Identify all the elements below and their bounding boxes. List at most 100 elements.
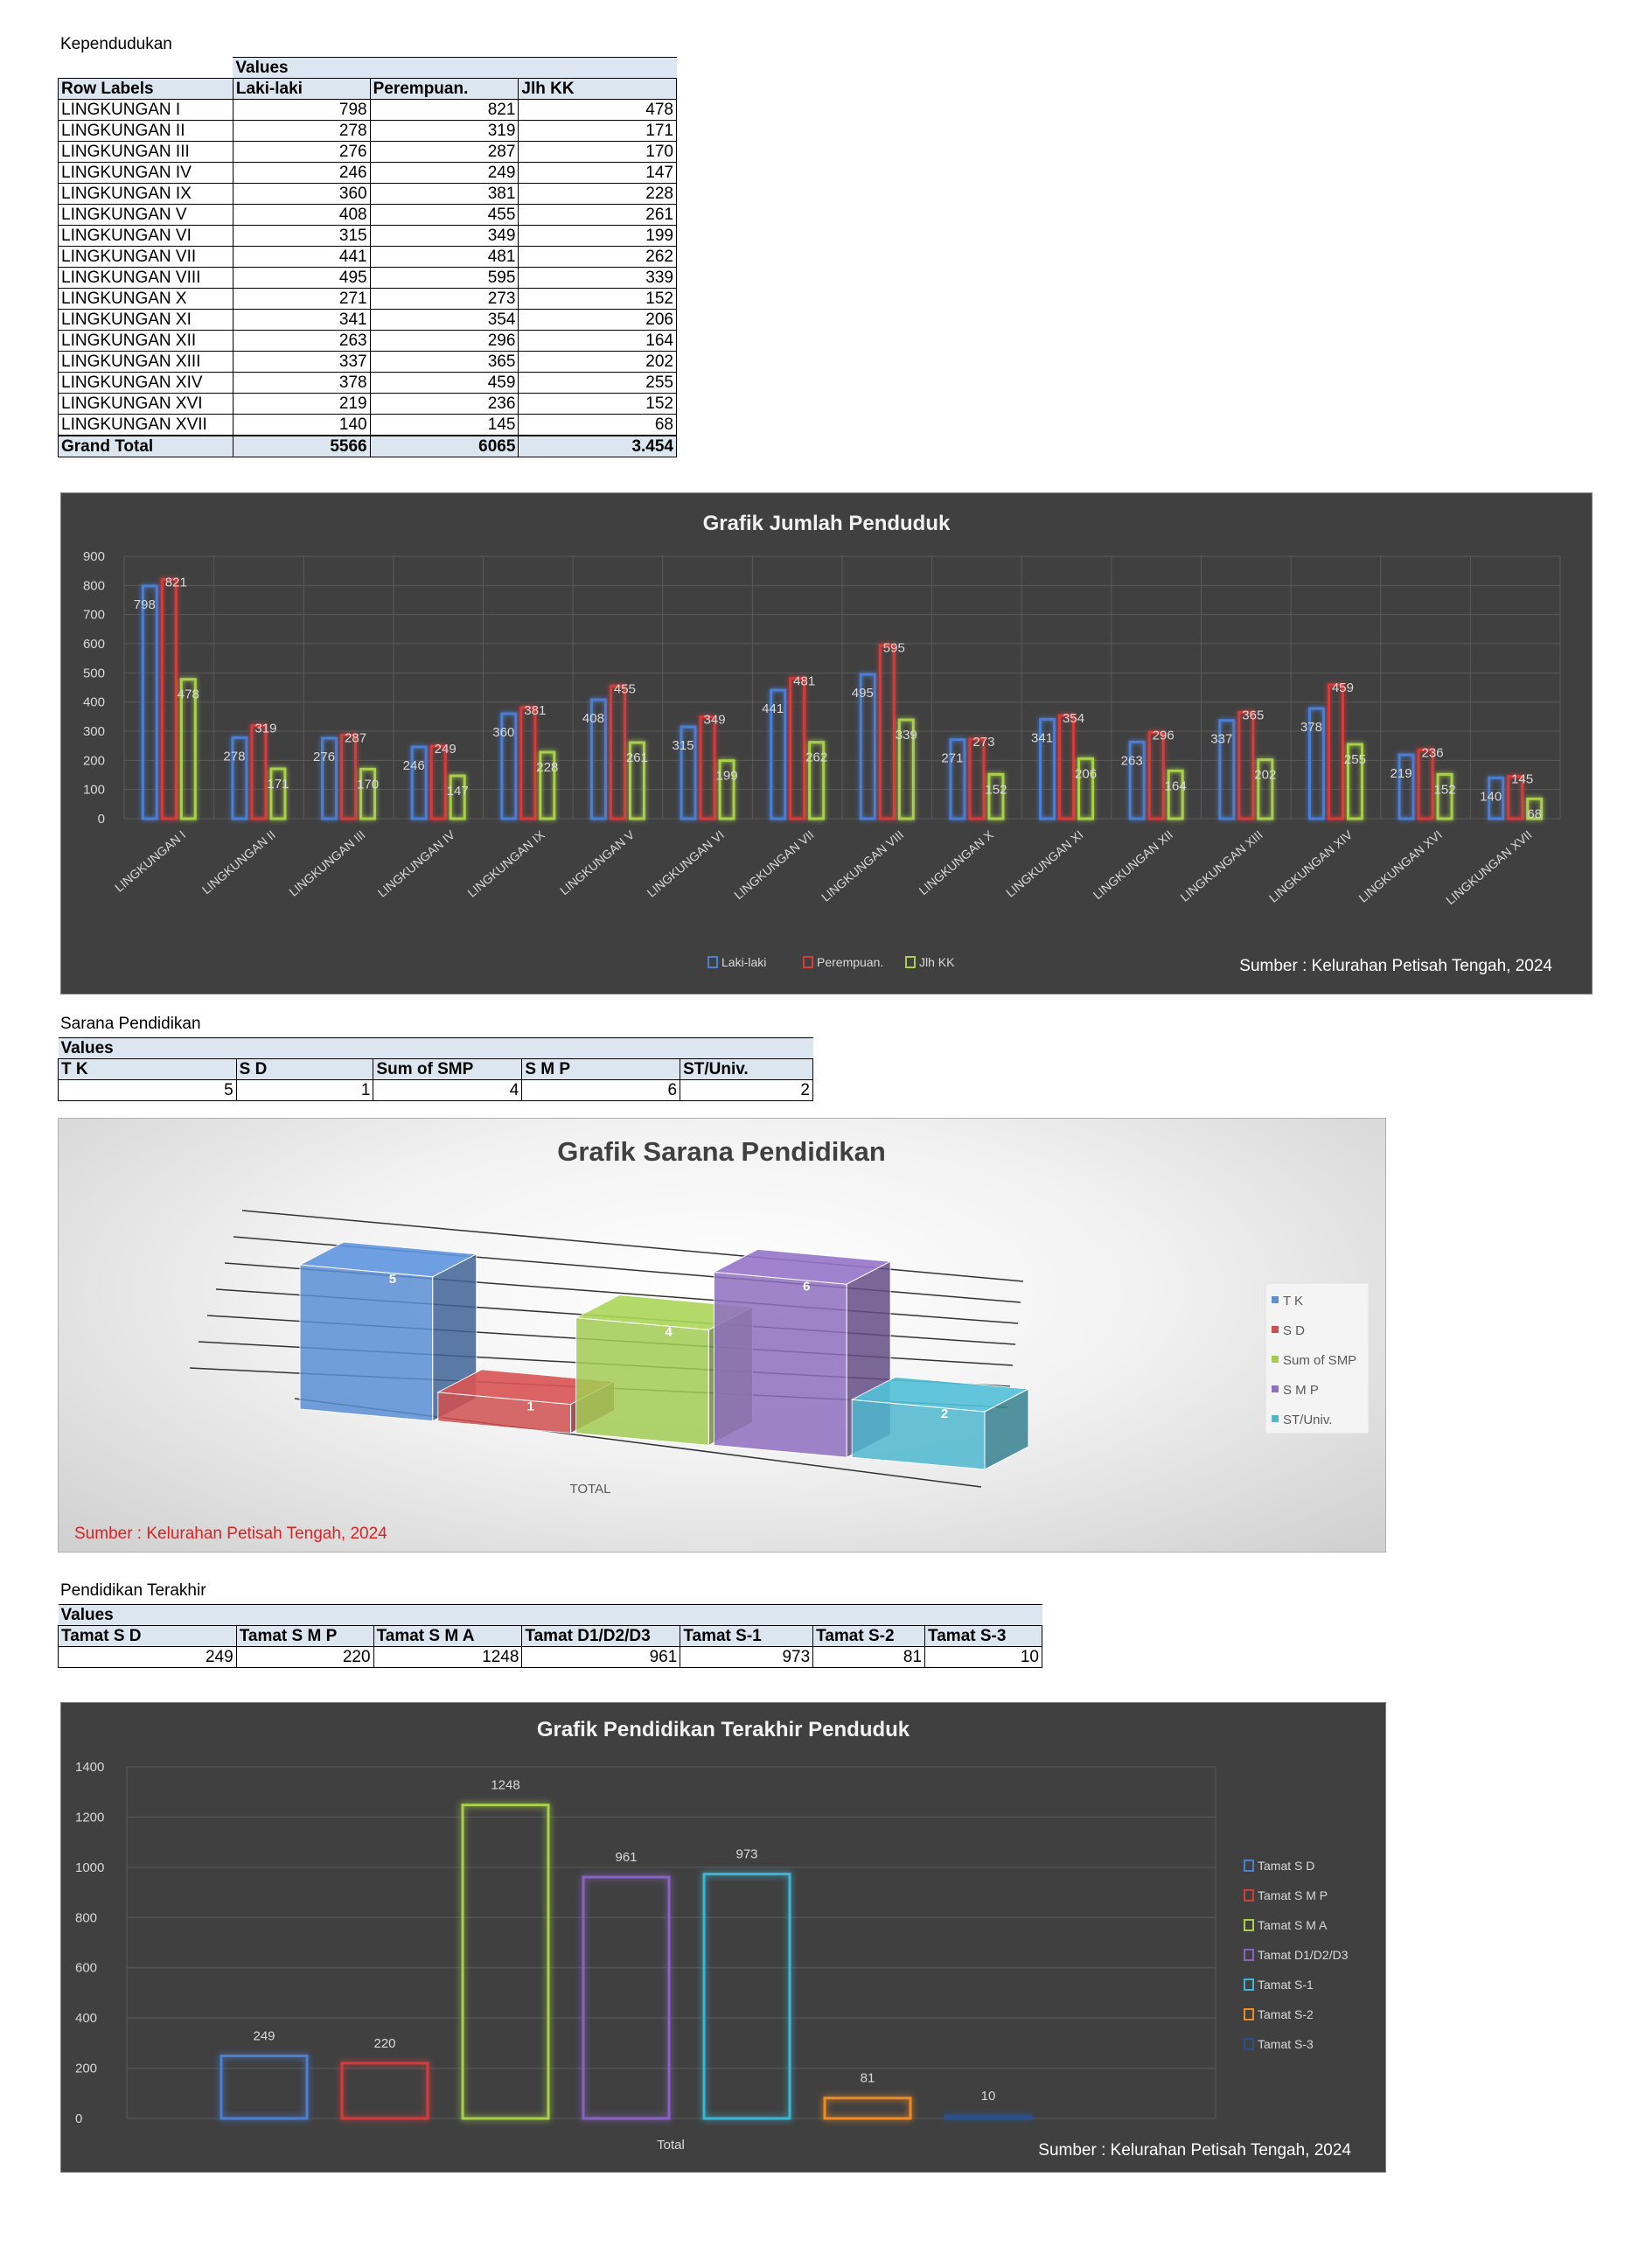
- bar: [1327, 683, 1344, 820]
- value-cell: 495: [232, 267, 371, 289]
- column-header: S M P: [521, 1058, 681, 1080]
- bar: [1237, 710, 1255, 820]
- x-tick-label: LINGKUNGAN V: [557, 827, 638, 898]
- value-cell: 140: [232, 414, 371, 436]
- y-tick-label: 500: [83, 666, 105, 680]
- data-label: 821: [165, 575, 187, 590]
- bar: [500, 712, 518, 820]
- value-cell: 4: [373, 1079, 523, 1101]
- total-cell: 5566: [232, 435, 371, 457]
- table-row: LINGKUNGAN III 276 287 170: [58, 141, 677, 163]
- legend-label: Tamat S-1: [1258, 1978, 1314, 1992]
- bar: [582, 1875, 671, 2120]
- data-label: 459: [1332, 680, 1354, 695]
- bar: [789, 677, 806, 820]
- data-label: 2: [941, 1406, 948, 1421]
- data-label: 202: [1254, 768, 1276, 783]
- value-cell: 1: [235, 1079, 374, 1101]
- legend-box: [1265, 1282, 1370, 1434]
- value-cell: 478: [518, 99, 677, 121]
- data-label: 381: [524, 703, 546, 718]
- value-cell: 263: [232, 330, 371, 352]
- legend-swatch: [1244, 1978, 1254, 1991]
- data-label: 171: [267, 777, 289, 792]
- table-row: LINGKUNGAN II 278 319 171: [58, 120, 677, 142]
- value-cell: 199: [518, 225, 677, 247]
- data-label: 255: [1344, 752, 1366, 767]
- table-row: LINGKUNGAN XII 263 296 164: [58, 330, 677, 352]
- values-header-row: Values: [58, 57, 677, 79]
- data-label: 441: [762, 701, 784, 716]
- x-tick-label: Total: [657, 2138, 685, 2153]
- legend-swatch: [1244, 1889, 1254, 1902]
- row-label: LINGKUNGAN II: [58, 120, 234, 142]
- data-label: 973: [735, 1847, 757, 1862]
- data-label: 5: [389, 1272, 396, 1287]
- value-cell: 315: [232, 225, 371, 247]
- data-label: 339: [896, 728, 917, 743]
- data-label: 199: [716, 769, 738, 784]
- sarana-chart: Grafik Sarana Pendidikan 5 1 4 6 2 TOTAL T K S D…: [58, 1118, 1386, 1553]
- population-chart-svg: Grafik Jumlah Penduduk 0 100 200 300 400 500 60…: [83, 512, 1561, 975]
- x-tick-label: LINGKUNGAN XVI: [1356, 827, 1445, 905]
- bar: [1488, 776, 1505, 820]
- bar: [160, 577, 178, 820]
- data-label: 481: [793, 674, 815, 689]
- row-label: LINGKUNGAN XI: [58, 309, 234, 331]
- data-label: 164: [1165, 778, 1187, 793]
- population-table: Values Row Labels Laki-laki Perempuan. Jlh K…: [58, 57, 677, 457]
- total-cell: 3.454: [518, 435, 677, 457]
- data-label: 140: [1480, 789, 1502, 804]
- value-cell: 821: [369, 99, 519, 121]
- data-label: 378: [1300, 720, 1322, 735]
- legend-label: Sum of SMP: [1283, 1353, 1356, 1368]
- legend-swatch: [1272, 1385, 1279, 1392]
- bar: [1147, 730, 1165, 820]
- x-tick-label: LINGKUNGAN X: [917, 827, 997, 898]
- value-cell: 145: [369, 414, 519, 436]
- table-row: LINGKUNGAN VIII 495 595 339: [58, 267, 677, 289]
- data-label: 1248: [491, 1778, 519, 1793]
- population-chart: Grafik Jumlah Penduduk 0 100 200 300 400 500 60…: [60, 492, 1593, 994]
- value-cell: 249: [369, 162, 519, 184]
- row-label: LINGKUNGAN XIII: [58, 351, 234, 373]
- bar: [1436, 772, 1453, 820]
- data-label: 287: [345, 730, 366, 745]
- value-cell: 219: [232, 393, 371, 415]
- bar: [589, 698, 607, 820]
- data-label: 147: [447, 784, 469, 799]
- x-tick-label: LINGKUNGAN VII: [731, 827, 816, 902]
- data-label: 296: [1153, 728, 1175, 743]
- data-label: 360: [492, 725, 514, 740]
- bar: [461, 1804, 550, 2120]
- chart-source: Sumber : Kelurahan Petisah Tengah, 2024: [1038, 2141, 1351, 2160]
- bar: [1507, 775, 1524, 820]
- table-row: LINGKUNGAN XVII 140 145 68: [58, 414, 677, 436]
- row-label: LINGKUNGAN XVII: [58, 414, 234, 436]
- row-label: LINGKUNGAN I: [58, 99, 234, 121]
- bar: [1307, 707, 1325, 820]
- row-label: LINGKUNGAN III: [58, 141, 234, 163]
- x-tick-label: LINGKUNGAN XII: [1091, 827, 1175, 902]
- y-tick-label: 0: [75, 2111, 82, 2126]
- value-cell: 202: [518, 351, 677, 373]
- legend-label: Tamat S M P: [1258, 1888, 1328, 1902]
- column-header: Row Labels: [58, 78, 234, 100]
- value-cell: 236: [369, 393, 519, 415]
- data-label: 798: [134, 597, 156, 612]
- column-header: Tamat S-2: [812, 1625, 926, 1647]
- value-cell: 278: [232, 120, 371, 142]
- column-header: S D: [235, 1058, 374, 1080]
- y-tick-label: 400: [83, 695, 105, 710]
- gridline: [241, 1210, 1024, 1282]
- chart-title: Grafik Jumlah Penduduk: [703, 512, 951, 535]
- data-label: 315: [673, 738, 694, 753]
- data-label: 354: [1063, 711, 1084, 726]
- y-tick-label: 1000: [75, 1860, 104, 1875]
- value-cell: 365: [369, 351, 519, 373]
- data-label: 236: [1422, 745, 1444, 760]
- bar: [298, 1241, 478, 1422]
- column-header: Perempuan.: [369, 78, 519, 100]
